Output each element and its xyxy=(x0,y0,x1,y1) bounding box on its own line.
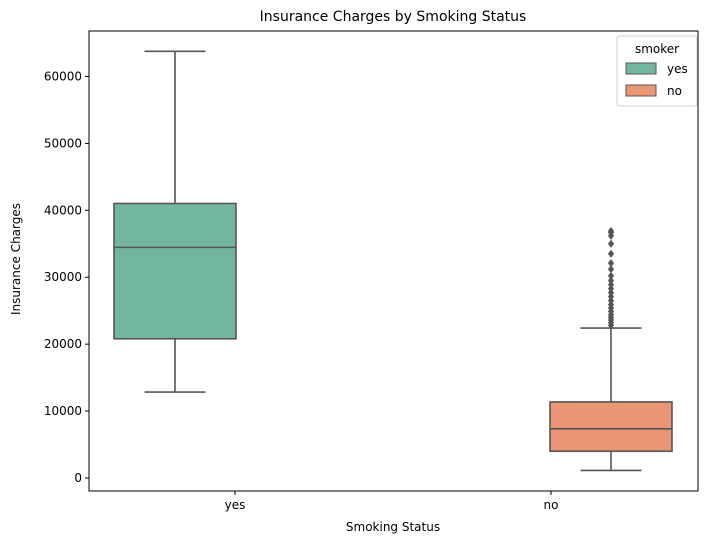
y-tick-label-50000: 50000 xyxy=(44,136,82,150)
y-tick-label-40000: 40000 xyxy=(44,203,82,217)
legend-entries: yes no xyxy=(625,62,688,98)
y-tick-label-20000: 20000 xyxy=(44,337,82,351)
plot-area xyxy=(113,50,673,472)
plot-frame xyxy=(88,30,699,492)
box-no xyxy=(549,401,673,453)
outlier-point-no-16 xyxy=(607,259,615,268)
outlier-point-no-13 xyxy=(607,276,615,285)
y-tick-label-60000: 60000 xyxy=(44,69,82,83)
y-tick-label-30000: 30000 xyxy=(44,270,82,284)
y-axis-label: Insurance Charges xyxy=(9,203,23,315)
outlier-point-no-18 xyxy=(607,239,615,248)
outlier-point-no-21 xyxy=(607,226,615,236)
x-tick-label-yes: yes xyxy=(225,498,246,512)
box-yes xyxy=(113,202,237,340)
outlier-point-no-17 xyxy=(607,249,615,258)
chart-title: Insurance Charges by Smoking Status xyxy=(260,9,527,25)
legend-swatch-yes xyxy=(625,62,657,75)
legend-label-yes: yes xyxy=(667,62,688,76)
x-tick-label-no: no xyxy=(544,498,559,512)
x-axis: yes no xyxy=(225,491,559,512)
outlier-point-no-15 xyxy=(607,265,615,274)
legend-label-no: no xyxy=(667,84,682,98)
outlier-point-no-14 xyxy=(607,271,615,280)
y-axis: 0 10000 20000 30000 40000 50000 60000 xyxy=(44,69,89,485)
legend-title: smoker xyxy=(635,42,679,56)
legend-swatch-no xyxy=(625,84,657,97)
x-axis-label: Smoking Status xyxy=(346,520,440,534)
y-tick-label-0: 0 xyxy=(74,471,82,485)
y-tick-label-10000: 10000 xyxy=(44,404,82,418)
legend: smoker yes no xyxy=(616,35,698,107)
